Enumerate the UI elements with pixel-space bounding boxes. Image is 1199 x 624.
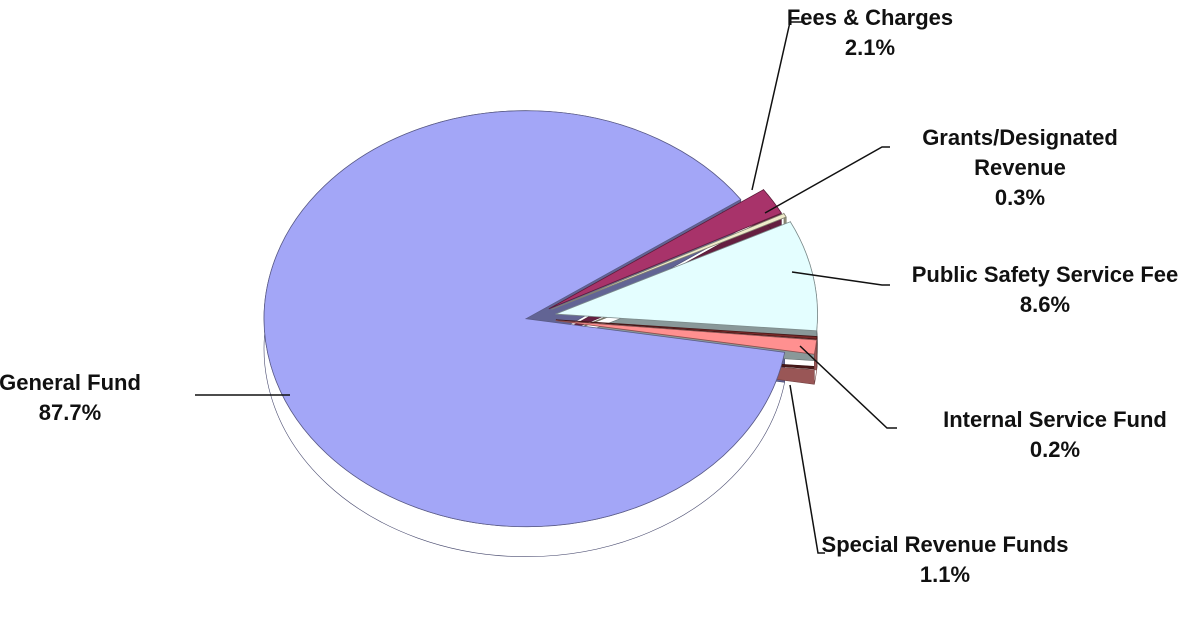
slice-label: General Fund 87.7%: [0, 368, 170, 428]
slice-label: Internal Service Fund 0.2%: [895, 405, 1199, 465]
pie-slice: [555, 320, 818, 355]
pie-slice: [555, 319, 818, 340]
category-label: Special Revenue Funds: [821, 532, 1069, 557]
leader-line: [799, 345, 897, 429]
category-label: Public Safety Service Fee: [911, 262, 1179, 287]
slice-label: Fees & Charges 2.1%: [770, 3, 970, 63]
leader-line: [751, 21, 805, 191]
leader-line: [791, 271, 890, 286]
slice-label: Special Revenue Funds 1.1%: [815, 530, 1075, 590]
slice-label: Grants/Designated Revenue 0.3%: [880, 123, 1160, 213]
category-label: Grants/Designated Revenue: [922, 125, 1118, 180]
value-label: 1.1%: [919, 562, 971, 587]
value-label: 8.6%: [1019, 292, 1071, 317]
value-label: 2.1%: [844, 35, 896, 60]
value-label: 0.3%: [994, 185, 1046, 210]
pie-slice: [263, 110, 786, 528]
category-label: General Fund: [0, 370, 141, 395]
leader-line: [789, 384, 825, 554]
slice-label: Public Safety Service Fee 8.6%: [885, 260, 1199, 320]
leader-line: [764, 146, 890, 214]
value-label: 0.2%: [1029, 437, 1081, 462]
pie-slice: [548, 189, 782, 310]
pie-slice: [551, 213, 787, 310]
category-label: Internal Service Fund: [943, 407, 1167, 432]
category-label: Fees & Charges: [786, 5, 954, 30]
value-label: 87.7%: [38, 400, 102, 425]
